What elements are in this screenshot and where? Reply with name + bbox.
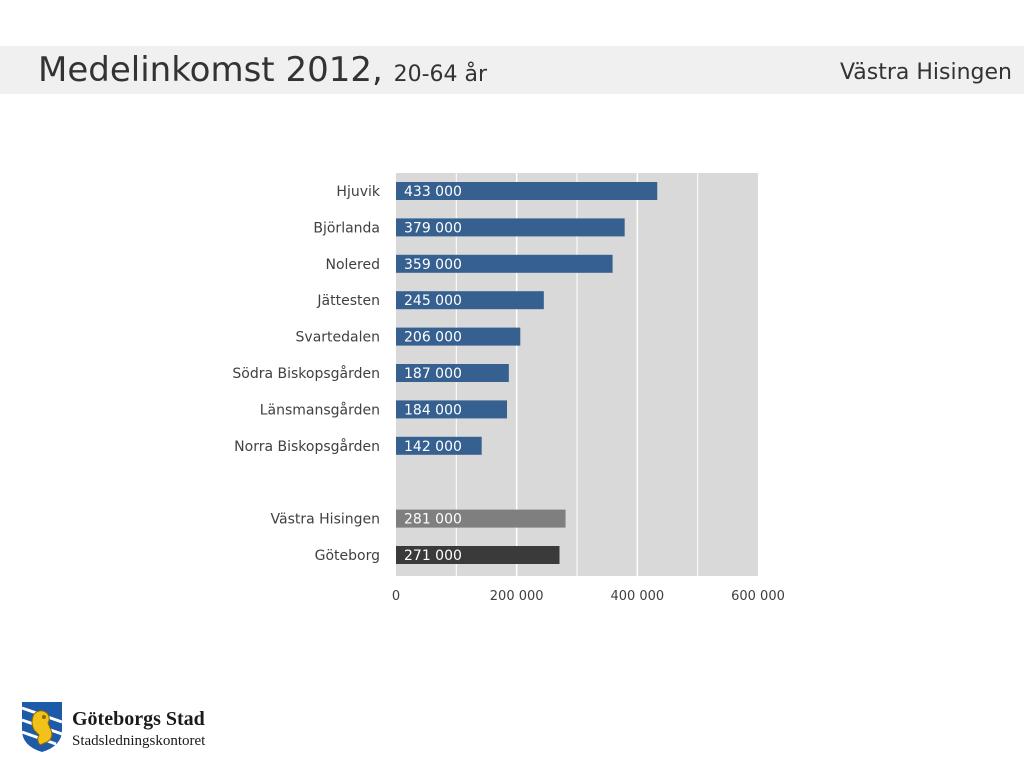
category-label: Södra Biskopsgården bbox=[232, 365, 380, 382]
category-label: Göteborg bbox=[315, 548, 380, 564]
goteborg-lion-crest-icon bbox=[21, 702, 63, 752]
bar-value-label: 433 000 bbox=[404, 184, 462, 200]
category-label: Västra Hisingen bbox=[271, 512, 380, 528]
bar bbox=[396, 509, 566, 528]
district-name: Västra Hisingen bbox=[839, 60, 1012, 85]
category-label: Norra Biskopsgården bbox=[234, 438, 380, 455]
title-age-range: 20-64 år bbox=[393, 62, 488, 87]
logo-name: Göteborgs Stad bbox=[72, 708, 205, 730]
bar bbox=[396, 400, 508, 419]
bar-value-label: 281 000 bbox=[404, 512, 462, 528]
x-tick-label: 600 000 bbox=[731, 589, 785, 604]
bar bbox=[396, 291, 544, 310]
category-label: Björlanda bbox=[313, 220, 380, 236]
category-label: Hjuvik bbox=[336, 184, 380, 200]
bar bbox=[396, 364, 509, 382]
logo-department: Stadsledningskontoret bbox=[72, 733, 206, 749]
bar bbox=[396, 436, 482, 455]
title-main: Medelinkomst 2012, bbox=[38, 50, 383, 90]
bar-value-label: 187 000 bbox=[404, 366, 462, 382]
bar-value-label: 271 000 bbox=[404, 548, 462, 564]
bar bbox=[396, 254, 613, 273]
bar-value-label: 142 000 bbox=[404, 439, 462, 455]
category-label: Länsmansgården bbox=[260, 401, 380, 418]
x-tick-label: 400 000 bbox=[610, 589, 664, 604]
category-label: Svartedalen bbox=[296, 330, 380, 346]
x-tick-label: 200 000 bbox=[490, 589, 544, 604]
header-band bbox=[0, 46, 1024, 94]
bar bbox=[396, 546, 560, 564]
bar bbox=[396, 218, 625, 237]
page-title: Medelinkomst 2012, 20-64 år bbox=[38, 48, 487, 97]
bar-value-label: 184 000 bbox=[404, 402, 462, 418]
bar-value-label: 379 000 bbox=[404, 220, 462, 236]
bar-value-label: 245 000 bbox=[404, 293, 462, 309]
bar bbox=[396, 327, 521, 346]
category-label: Nolered bbox=[326, 257, 381, 273]
x-tick-label: 0 bbox=[392, 589, 400, 604]
bar-value-label: 206 000 bbox=[404, 330, 462, 346]
bar bbox=[396, 182, 658, 200]
category-label: Jättesten bbox=[316, 293, 380, 309]
bar-value-label: 359 000 bbox=[404, 257, 462, 273]
